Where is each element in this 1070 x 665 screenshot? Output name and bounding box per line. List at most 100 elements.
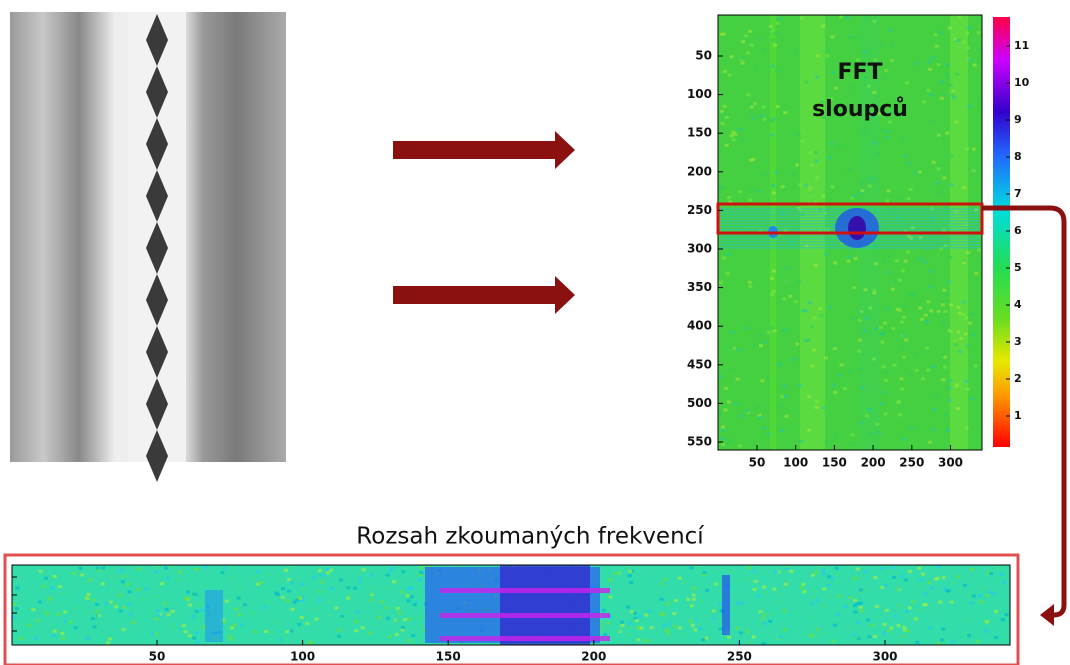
- noise: [778, 636, 782, 639]
- noise: [924, 314, 928, 317]
- noise: [883, 322, 887, 325]
- noise: [370, 599, 374, 602]
- noise: [855, 602, 859, 605]
- noise: [811, 574, 815, 577]
- noise: [943, 310, 947, 313]
- noise: [309, 641, 313, 644]
- noise: [874, 262, 878, 265]
- noise: [97, 614, 101, 617]
- noise: [905, 610, 909, 613]
- noise: [948, 379, 952, 382]
- noise: [705, 589, 709, 592]
- noise: [662, 613, 666, 616]
- y-tick-label: 350: [687, 280, 712, 294]
- noise: [914, 617, 918, 620]
- noise: [883, 623, 887, 626]
- noise: [825, 440, 829, 443]
- noise: [902, 626, 906, 629]
- noise: [994, 610, 998, 613]
- noise: [774, 171, 778, 174]
- noise: [972, 169, 976, 172]
- noise: [167, 613, 171, 616]
- noise: [764, 592, 768, 595]
- noise: [880, 341, 884, 344]
- noise: [970, 397, 974, 400]
- noise: [788, 295, 792, 298]
- noise: [409, 617, 413, 620]
- noise: [821, 24, 825, 27]
- noise: [789, 570, 793, 573]
- noise: [164, 567, 168, 570]
- noise: [943, 356, 947, 359]
- noise: [849, 596, 853, 599]
- noise: [783, 385, 787, 388]
- noise: [712, 609, 716, 612]
- noise: [851, 442, 855, 445]
- noise: [47, 597, 51, 600]
- noise: [810, 325, 814, 328]
- noise: [890, 59, 894, 62]
- noise: [281, 587, 285, 590]
- noise: [911, 295, 915, 298]
- noise: [954, 343, 958, 346]
- noise: [238, 586, 242, 589]
- noise: [821, 632, 825, 635]
- heatmap-label: sloupců: [812, 97, 908, 122]
- noise: [828, 305, 832, 308]
- diamond-chain: [128, 12, 186, 482]
- noise: [287, 578, 291, 581]
- noise: [253, 630, 257, 633]
- noise: [974, 364, 978, 367]
- noise: [686, 598, 690, 601]
- noise: [927, 60, 931, 63]
- noise: [760, 379, 764, 382]
- noise: [818, 307, 822, 310]
- noise: [152, 595, 156, 598]
- noise: [904, 338, 908, 341]
- noise: [195, 631, 199, 634]
- noise: [937, 565, 941, 568]
- noise: [178, 570, 182, 573]
- noise: [368, 631, 372, 634]
- noise: [74, 626, 78, 629]
- noise: [756, 406, 760, 409]
- noise: [951, 94, 955, 97]
- noise: [419, 571, 423, 574]
- noise: [994, 636, 998, 639]
- noise: [857, 191, 861, 194]
- noise: [782, 609, 786, 612]
- noise: [902, 316, 906, 319]
- noise: [281, 596, 285, 599]
- noise: [973, 102, 977, 105]
- x-tick-label: 50: [149, 650, 166, 664]
- noise: [326, 571, 330, 574]
- noise: [927, 89, 931, 92]
- noise: [958, 312, 962, 315]
- noise: [121, 580, 125, 583]
- noise: [747, 93, 751, 96]
- noise: [859, 609, 863, 612]
- noise: [836, 613, 840, 616]
- noise: [256, 570, 260, 573]
- noise: [937, 310, 941, 313]
- band: [440, 588, 610, 593]
- noise: [937, 167, 941, 170]
- noise: [795, 164, 799, 167]
- noise: [777, 600, 781, 603]
- noise: [959, 337, 963, 340]
- noise: [745, 627, 749, 630]
- noise: [797, 133, 801, 136]
- noise: [852, 195, 856, 198]
- noise: [885, 307, 889, 310]
- noise: [129, 612, 133, 615]
- noise: [615, 615, 619, 618]
- band: [440, 613, 610, 618]
- noise: [759, 344, 763, 347]
- noise: [285, 630, 289, 633]
- noise: [718, 375, 722, 378]
- noise: [39, 570, 43, 573]
- noise: [371, 586, 375, 589]
- noise: [122, 628, 126, 631]
- noise: [827, 575, 831, 578]
- noise: [38, 600, 42, 603]
